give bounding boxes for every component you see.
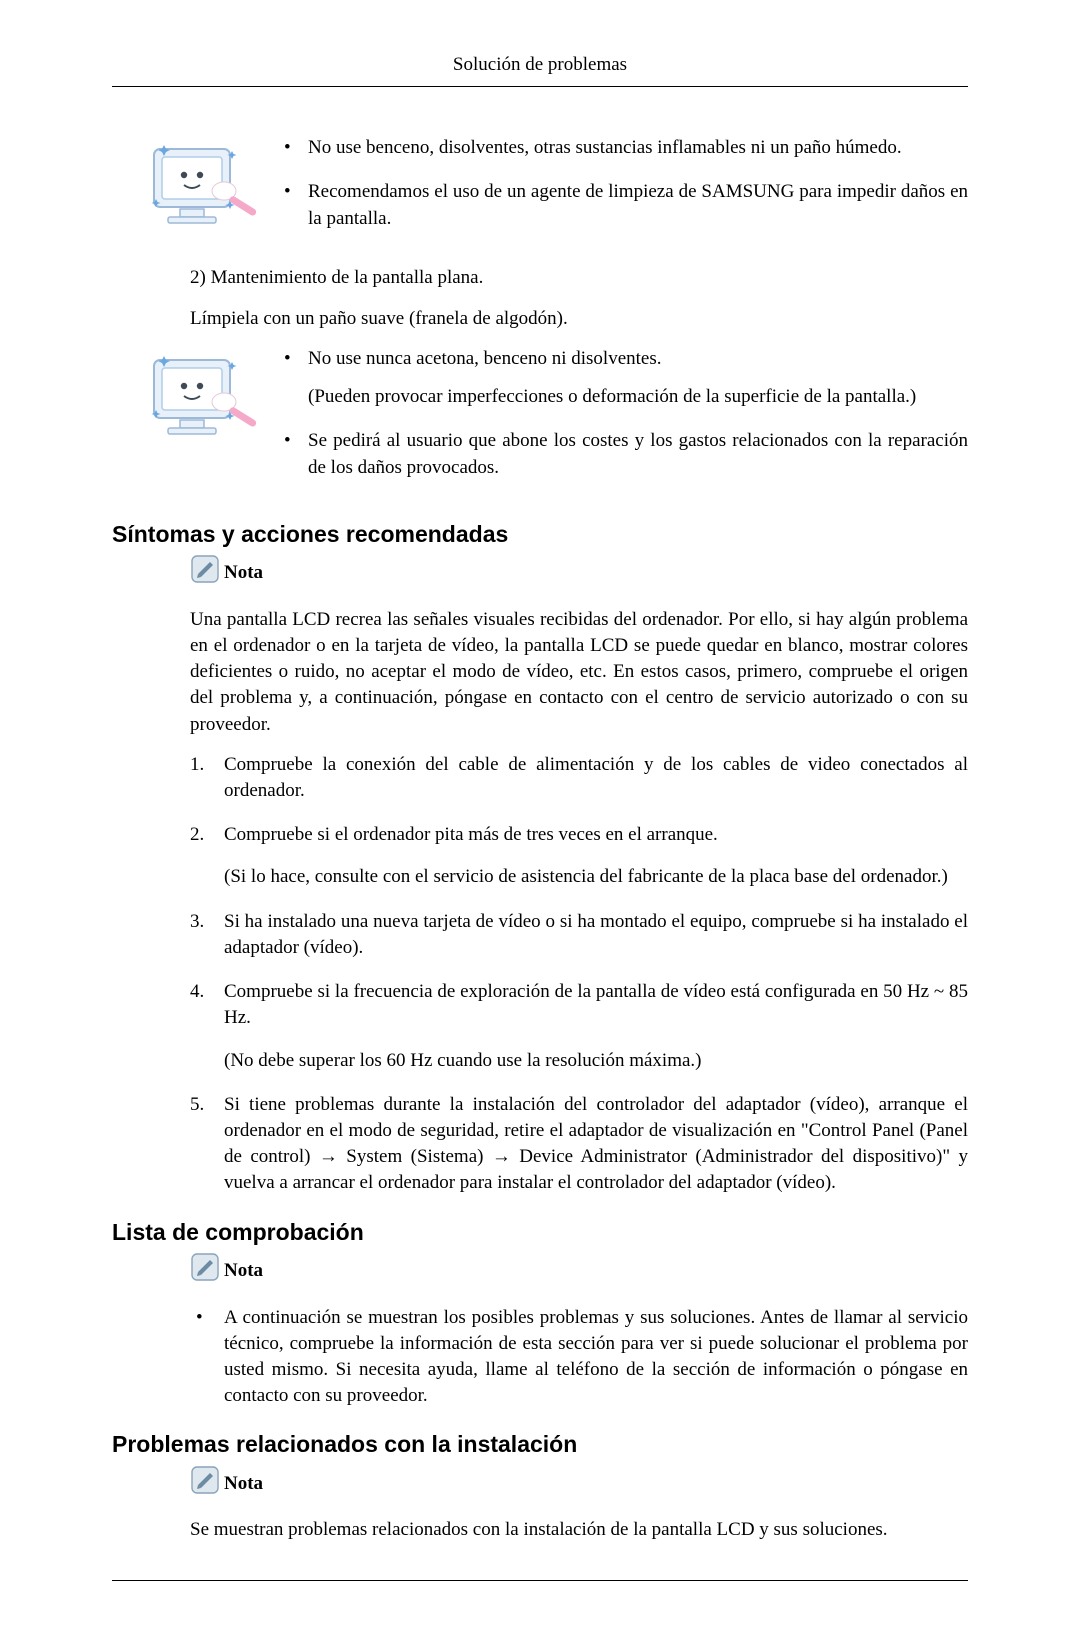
cleaning-block-1-bullets: No use benceno, disolventes, otras susta…	[272, 135, 968, 250]
footer-rule	[112, 1580, 968, 1581]
symptoms-intro: Una pantalla LCD recrea las señales visu…	[190, 607, 968, 738]
heading-checklist: Lista de comprobación	[112, 1217, 968, 1249]
bullet-item: No use benceno, disolventes, otras susta…	[280, 135, 968, 161]
cleaning-block-1: No use benceno, disolventes, otras susta…	[112, 135, 968, 253]
heading-symptoms: Síntomas y acciones recomendadas	[112, 519, 968, 551]
nota-row: Nota	[190, 1465, 968, 1503]
cleaning-block-2-bullets: No use nunca acetona, benceno ni disolve…	[272, 346, 968, 499]
note-icon	[190, 1465, 220, 1503]
page-header-title: Solución de problemas	[453, 54, 627, 75]
cleaning-block-2: No use nunca acetona, benceno ni disolve…	[112, 346, 968, 499]
maintenance-line: 2) Mantenimiento de la pantalla plana.	[190, 265, 968, 291]
checklist-bullets: A continuación se muestran los posibles …	[190, 1305, 968, 1410]
bullet-note: (Pueden provocar imperfecciones o deform…	[308, 384, 968, 410]
note-icon	[190, 1252, 220, 1290]
monitor-cleaning-icon	[112, 346, 272, 464]
list-item: Si tiene problemas durante la instalació…	[190, 1092, 968, 1197]
list-item: Compruebe la conexión del cable de alime…	[190, 752, 968, 804]
nota-label: Nota	[224, 1471, 263, 1497]
list-item-note: (Si lo hace, consulte con el servicio de…	[224, 864, 968, 890]
list-item: Si ha instalado una nueva tarjeta de víd…	[190, 909, 968, 961]
bullet-item: A continuación se muestran los posibles …	[190, 1305, 968, 1410]
heading-install: Problemas relacionados con la instalació…	[112, 1429, 968, 1461]
nota-row: Nota	[190, 1252, 968, 1290]
list-item: Compruebe si el ordenador pita más de tr…	[190, 822, 968, 890]
note-icon	[190, 554, 220, 592]
list-item: Compruebe si la frecuencia de exploració…	[190, 979, 968, 1074]
nota-label: Nota	[224, 560, 263, 586]
list-item-note: (No debe superar los 60 Hz cuando use la…	[224, 1048, 968, 1074]
install-text: Se muestran problemas relacionados con l…	[190, 1517, 968, 1543]
nota-label: Nota	[224, 1258, 263, 1284]
bullet-item: No use nunca acetona, benceno ni disolve…	[280, 346, 968, 410]
page-header: Solución de problemas	[112, 52, 968, 87]
bullet-item: Recomendamos el uso de un agente de limp…	[280, 179, 968, 231]
nota-row: Nota	[190, 554, 968, 592]
bullet-item: Se pedirá al usuario que abone los coste…	[280, 428, 968, 480]
symptoms-list: Compruebe la conexión del cable de alime…	[190, 752, 968, 1197]
clean-line: Límpiela con un paño suave (franela de a…	[190, 306, 968, 332]
monitor-cleaning-icon	[112, 135, 272, 253]
